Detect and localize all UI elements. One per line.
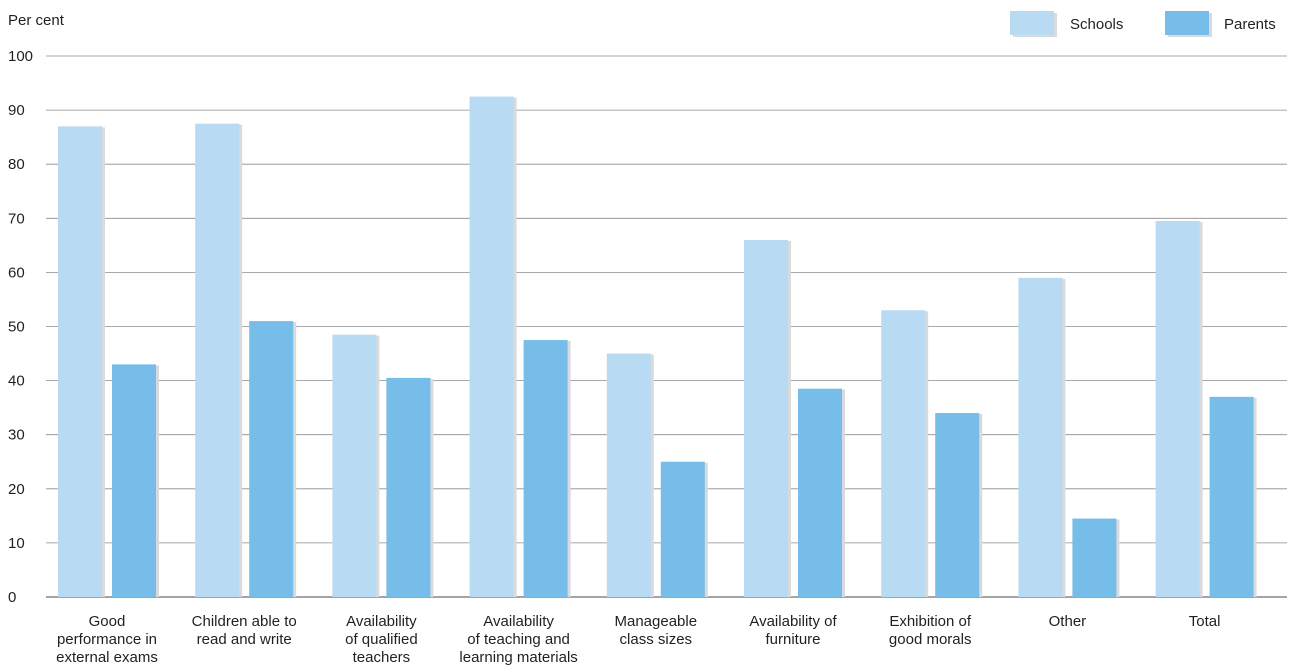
legend-label-parents: Parents: [1224, 16, 1276, 33]
bar-schools-5: [744, 239, 788, 597]
x-category-label: Availability of teaching and learning mate…: [459, 613, 577, 666]
x-category-label: Other: [1049, 613, 1087, 630]
x-category-label: Children able to read and write: [192, 613, 297, 648]
legend-label-schools: Schools: [1070, 16, 1123, 33]
bar-schools-7: [1018, 277, 1063, 597]
bars: [58, 96, 1257, 597]
y-tick-label: 10: [8, 535, 25, 552]
bar-parents-8: [1209, 396, 1254, 597]
bar-schools-4: [606, 353, 651, 597]
y-tick-label: 40: [8, 373, 25, 390]
bar-parents-0: [112, 364, 156, 597]
y-tick-label: 20: [8, 481, 25, 498]
gridlines: 0 10 20 30 40 50 60 70 80 90 100: [8, 48, 1287, 606]
x-category-label: Total: [1189, 613, 1221, 630]
x-category-label: Availability of qualified teachers: [345, 613, 418, 666]
bar-schools-3: [469, 96, 514, 597]
bar-schools-8: [1155, 221, 1200, 597]
bar-parents-7: [1072, 518, 1117, 597]
bar-parents-5: [798, 388, 842, 597]
bar-parents-4: [660, 461, 705, 597]
bar-schools-2: [332, 334, 377, 597]
bar-parents-1: [249, 321, 294, 597]
y-tick-label: 100: [8, 48, 33, 65]
bar-parents-2: [386, 377, 431, 597]
x-category-label: Good performance in external exams: [56, 613, 158, 666]
x-category-label: Manageable class sizes: [615, 613, 698, 648]
y-axis-label: Per cent: [8, 12, 65, 29]
y-tick-label: 80: [8, 156, 25, 173]
bar-parents-6: [935, 413, 980, 597]
legend-swatch-schools: [1010, 11, 1054, 35]
x-category-label: Availability of furniture: [749, 613, 837, 648]
bar-schools-6: [881, 310, 926, 597]
bar-schools-1: [195, 123, 240, 597]
y-tick-label: 50: [8, 319, 25, 336]
bar-parents-3: [523, 340, 568, 597]
bar-schools-0: [58, 126, 102, 597]
legend-swatch-parents: [1165, 11, 1209, 35]
x-category-label: Exhibition of good morals: [889, 613, 972, 648]
category-labels: Good performance in external exams Children…: [56, 613, 1220, 666]
y-tick-label: 90: [8, 102, 25, 119]
y-tick-label: 70: [8, 210, 25, 227]
legend: Schools Parents: [1010, 11, 1276, 37]
y-tick-label: 30: [8, 427, 25, 444]
y-tick-label: 0: [8, 589, 16, 606]
y-tick-label: 60: [8, 264, 25, 281]
